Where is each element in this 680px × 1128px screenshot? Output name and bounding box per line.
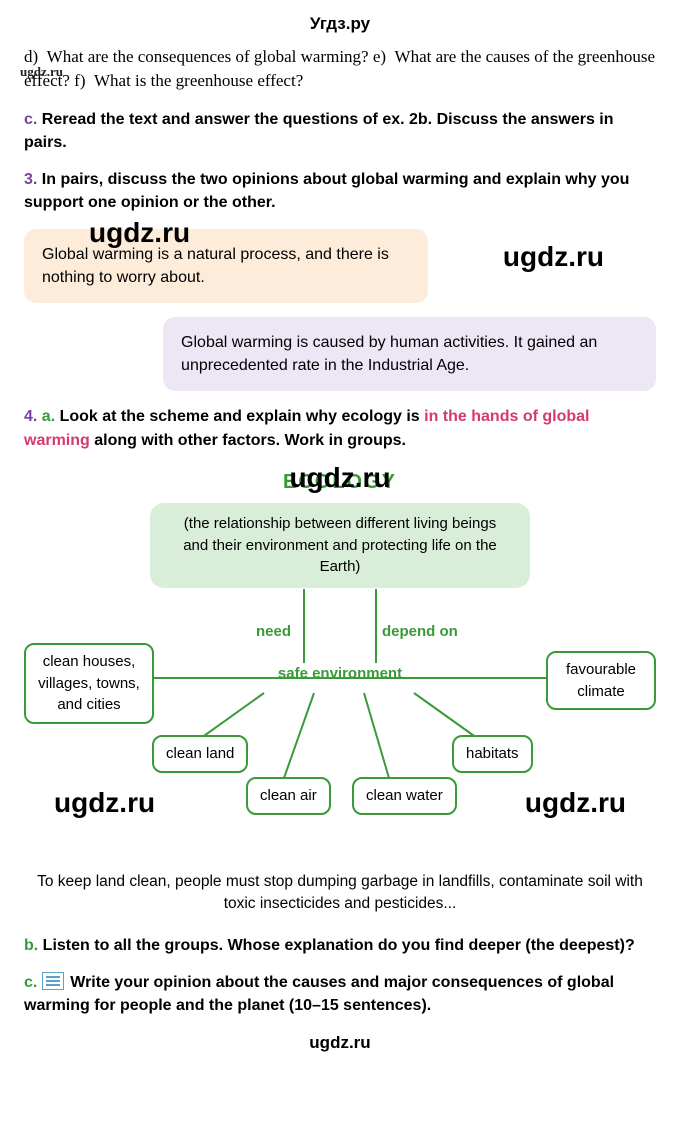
opinion-bubble-2: Global warming is caused by human activi… [163,317,656,391]
exercise-c: c. Reread the text and answer the questi… [24,108,656,154]
exercise-3: 3. In pairs, discuss the two opinions ab… [24,168,656,214]
exercise-3-num: 3. [24,171,37,188]
label-need: need [256,621,291,643]
watermark-text: ugdz.ru [503,237,604,278]
node-clean-air: clean air [246,777,331,815]
node-habitats: habitats [452,735,533,773]
node-clean-land: clean land [152,735,248,773]
footer-watermark: ugdz.ru [24,1031,656,1056]
exercise-c2: c. Write your opinion about the causes a… [24,971,656,1017]
exercise-4a-num: 4. [24,408,37,425]
intro-questions: ugdz.ru d) What are the consequences of … [24,45,656,94]
watermark-text: ugdz.ru [54,783,155,824]
intro-questions-text: d) What are the consequences of global w… [24,47,655,91]
ecology-diagram: (the relationship between different livi… [24,503,656,863]
exercise-4a-post: along with other factors. Work in groups… [90,432,406,449]
exercise-b: b. Listen to all the groups. Whose expla… [24,934,656,957]
label-depend: depend on [382,621,458,643]
exercise-c-letter: c. [24,111,37,128]
exercise-c2-letter: c. [24,974,37,991]
exercise-4a-pre: Look at the scheme and explain why ecolo… [60,408,425,425]
ecology-caption: To keep land clean, people must stop dum… [36,871,644,916]
exercise-3-text: In pairs, discuss the two opinions about… [24,171,629,211]
node-favourable-climate: favourable climate [546,651,656,711]
ecology-title: ECOLOGY [24,468,656,497]
node-clean-houses: clean houses, villages, towns, and citie… [24,643,154,724]
newspaper-icon [42,972,64,990]
exercise-4a-letter: a. [42,408,55,425]
exercise-b-letter: b. [24,937,38,954]
exercise-b-text: Listen to all the groups. Whose explanat… [43,937,635,954]
exercise-c-text: Reread the text and answer the questions… [24,111,614,151]
exercise-c2-text: Write your opinion about the causes and … [24,974,614,1014]
exercise-4a: 4. a. Look at the scheme and explain why… [24,405,656,451]
site-header: Угдз.ру [24,12,656,37]
opinion-bubble-1: Global warming is a natural process, and… [24,229,428,303]
watermark-small: ugdz.ru [20,63,63,82]
watermark-text: ugdz.ru [525,783,626,824]
node-clean-water: clean water [352,777,457,815]
ecology-definition: (the relationship between different livi… [150,503,530,588]
label-safe-environment: safe environment [278,663,402,685]
